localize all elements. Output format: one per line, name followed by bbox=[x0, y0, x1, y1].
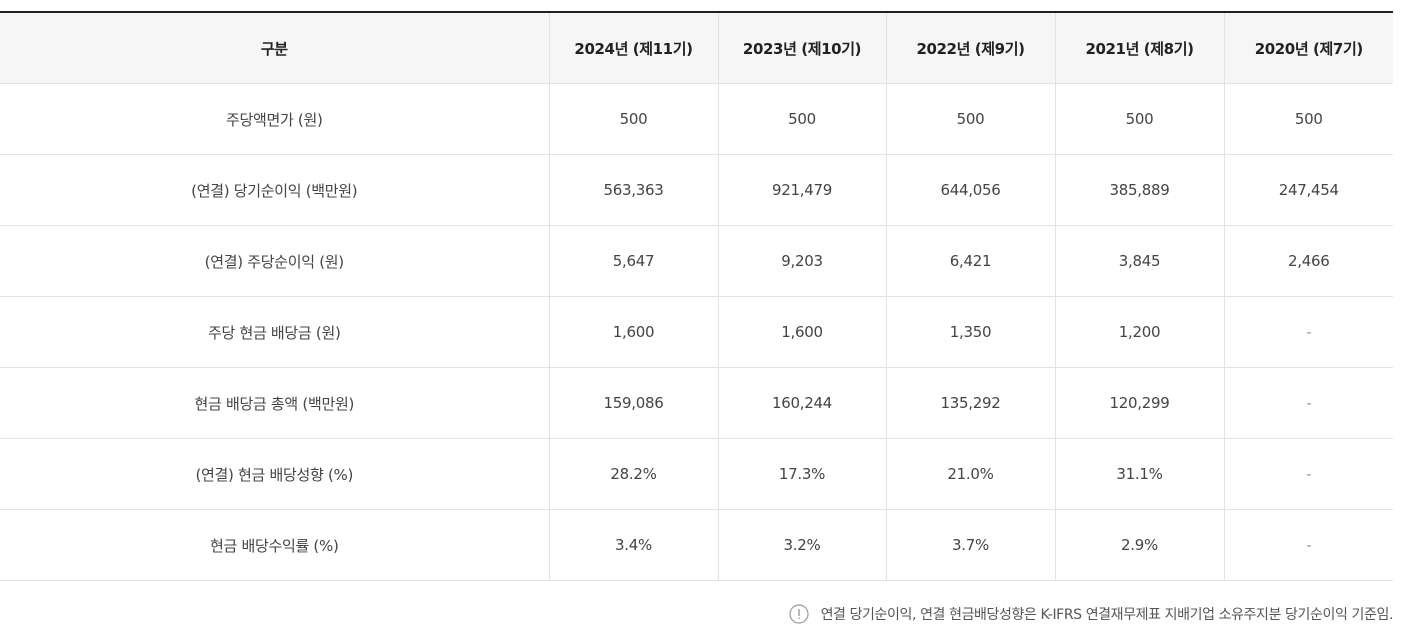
header-category: 구분 bbox=[0, 12, 549, 84]
cell-value: 120,299 bbox=[1054, 367, 1224, 439]
row-label: (연결) 당기순이익 (백만원) bbox=[0, 154, 549, 226]
header-year-2023: 2023년 (제10기) bbox=[717, 12, 886, 84]
cell-value: 247,454 bbox=[1223, 154, 1393, 226]
cell-value: - bbox=[1223, 509, 1393, 581]
dividend-table: 구분 2024년 (제11기) 2023년 (제10기) 2022년 (제9기)… bbox=[0, 11, 1393, 581]
row-label: 주당액면가 (원) bbox=[0, 83, 549, 155]
dividend-table-container: 구분 2024년 (제11기) 2023년 (제10기) 2022년 (제9기)… bbox=[0, 11, 1393, 581]
header-year-2020: 2020년 (제7기) bbox=[1223, 12, 1393, 84]
table-row: (연결) 당기순이익 (백만원) 563,363 921,479 644,056… bbox=[0, 154, 1393, 226]
cell-value: - bbox=[1223, 367, 1393, 439]
cell-value: 21.0% bbox=[885, 438, 1055, 510]
cell-value: 3.2% bbox=[717, 509, 886, 581]
cell-value: 1,600 bbox=[717, 296, 886, 368]
footnote: 연결 당기순이익, 연결 현금배당성향은 K-IFRS 연결재무제표 지배기업 … bbox=[788, 604, 1394, 624]
header-year-2022: 2022년 (제9기) bbox=[885, 12, 1055, 84]
cell-value: 500 bbox=[1054, 83, 1224, 155]
row-label: 주당 현금 배당금 (원) bbox=[0, 296, 549, 368]
header-row: 구분 2024년 (제11기) 2023년 (제10기) 2022년 (제9기)… bbox=[0, 12, 1393, 84]
cell-value: 1,200 bbox=[1054, 296, 1224, 368]
table-row: 현금 배당금 총액 (백만원) 159,086 160,244 135,292 … bbox=[0, 367, 1393, 439]
cell-value: 28.2% bbox=[548, 438, 718, 510]
table-row: (연결) 주당순이익 (원) 5,647 9,203 6,421 3,845 2… bbox=[0, 225, 1393, 297]
cell-value: 1,600 bbox=[548, 296, 718, 368]
cell-value: 135,292 bbox=[885, 367, 1055, 439]
row-label: 현금 배당금 총액 (백만원) bbox=[0, 367, 549, 439]
cell-value: 1,350 bbox=[885, 296, 1055, 368]
cell-value: 3,845 bbox=[1054, 225, 1224, 297]
cell-value: 9,203 bbox=[717, 225, 886, 297]
cell-value: 644,056 bbox=[885, 154, 1055, 226]
table-row: 주당 현금 배당금 (원) 1,600 1,600 1,350 1,200 - bbox=[0, 296, 1393, 368]
cell-value: 921,479 bbox=[717, 154, 886, 226]
footnote-text: 연결 당기순이익, 연결 현금배당성향은 K-IFRS 연결재무제표 지배기업 … bbox=[820, 607, 1394, 623]
table-row: 현금 배당수익률 (%) 3.4% 3.2% 3.7% 2.9% - bbox=[0, 509, 1393, 581]
table-header: 구분 2024년 (제11기) 2023년 (제10기) 2022년 (제9기)… bbox=[0, 12, 1393, 84]
cell-value: 2,466 bbox=[1223, 225, 1393, 297]
cell-value: 2.9% bbox=[1054, 509, 1224, 581]
cell-value: 385,889 bbox=[1054, 154, 1224, 226]
table-row: (연결) 현금 배당성향 (%) 28.2% 17.3% 21.0% 31.1%… bbox=[0, 438, 1393, 510]
cell-value: 31.1% bbox=[1054, 438, 1224, 510]
cell-value: 17.3% bbox=[717, 438, 886, 510]
cell-value: 3.4% bbox=[548, 509, 718, 581]
cell-value: 5,647 bbox=[548, 225, 718, 297]
header-year-2021: 2021년 (제8기) bbox=[1054, 12, 1224, 84]
cell-value: 3.7% bbox=[885, 509, 1055, 581]
info-icon bbox=[788, 604, 809, 624]
cell-value: - bbox=[1223, 296, 1393, 368]
cell-value: 500 bbox=[548, 83, 718, 155]
row-label: (연결) 주당순이익 (원) bbox=[0, 225, 549, 297]
cell-value: 500 bbox=[717, 83, 886, 155]
table-row: 주당액면가 (원) 500 500 500 500 500 bbox=[0, 83, 1393, 155]
cell-value: - bbox=[1223, 438, 1393, 510]
cell-value: 500 bbox=[1223, 83, 1393, 155]
row-label: 현금 배당수익률 (%) bbox=[0, 509, 549, 581]
cell-value: 6,421 bbox=[885, 225, 1055, 297]
cell-value: 500 bbox=[885, 83, 1055, 155]
table-body: 주당액면가 (원) 500 500 500 500 500 (연결) 당기순이익… bbox=[0, 83, 1393, 581]
cell-value: 159,086 bbox=[548, 367, 718, 439]
cell-value: 563,363 bbox=[548, 154, 718, 226]
header-year-2024: 2024년 (제11기) bbox=[548, 12, 718, 84]
row-label: (연결) 현금 배당성향 (%) bbox=[0, 438, 549, 510]
cell-value: 160,244 bbox=[717, 367, 886, 439]
